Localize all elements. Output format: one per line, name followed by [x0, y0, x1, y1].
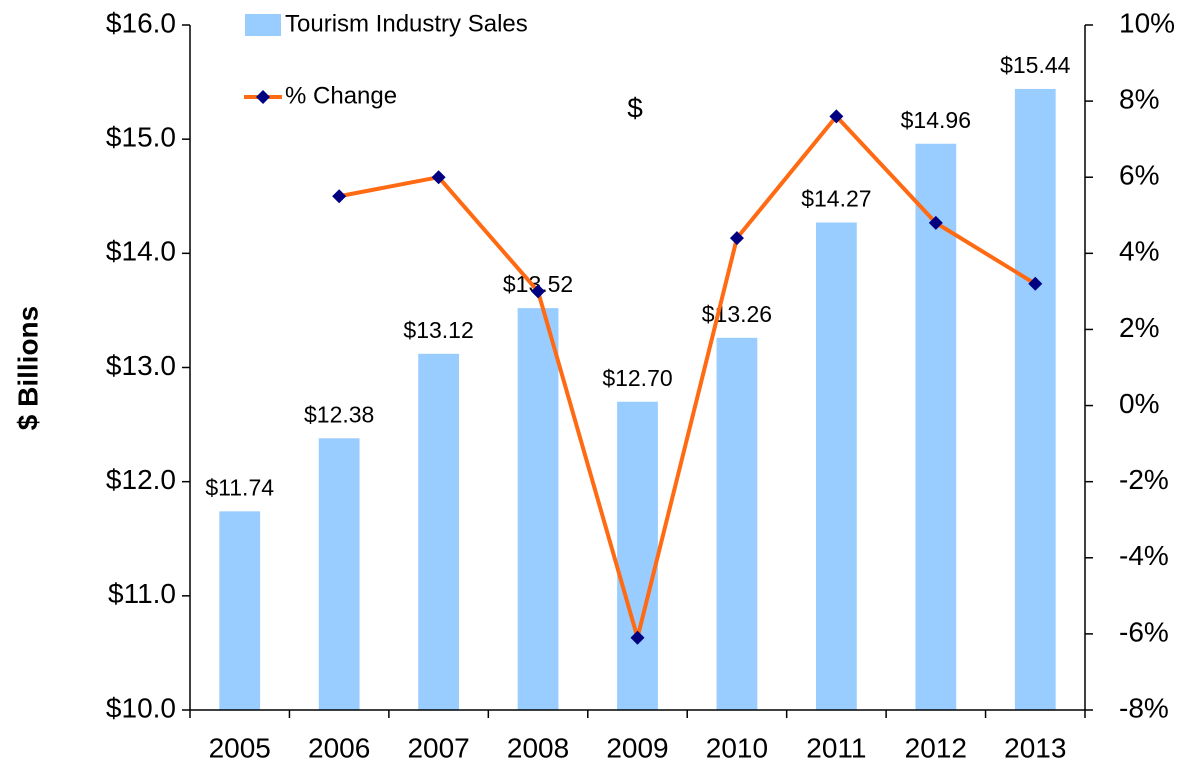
legend-label: Tourism Industry Sales	[285, 10, 528, 37]
marker	[829, 109, 844, 124]
x-tick-label: 2010	[706, 732, 768, 763]
value-label: $14.96	[901, 107, 971, 133]
y2-tick-label: 2%	[1119, 312, 1159, 343]
legend-marker	[256, 90, 270, 104]
value-label: $13.26	[702, 301, 772, 327]
bar	[617, 401, 658, 710]
marker	[431, 170, 446, 185]
marker	[630, 630, 645, 645]
legend-label: % Change	[285, 82, 397, 109]
x-tick-label: 2008	[507, 732, 569, 763]
value-label: $11.74	[205, 474, 274, 500]
y2-tick-label: -2%	[1119, 464, 1169, 495]
value-label: $13.12	[403, 317, 473, 343]
value-label: $14.27	[801, 186, 871, 212]
bar	[219, 511, 261, 710]
y-tick-label: $14.0	[106, 236, 176, 267]
x-tick-label: 2006	[308, 732, 370, 763]
y-tick-label: $15.0	[106, 122, 176, 153]
line	[338, 114, 1037, 640]
y2-tick-label: -8%	[1119, 692, 1169, 723]
bar	[517, 308, 559, 710]
y2-tick-label: 10%	[1119, 7, 1175, 38]
bar	[915, 143, 957, 710]
x-tick-label: 2013	[1004, 732, 1066, 763]
y-tick-label: $12.0	[106, 464, 176, 495]
annotation: $	[627, 92, 643, 123]
y-tick-label: $11.0	[108, 578, 176, 609]
y2-tick-label: 4%	[1119, 236, 1159, 267]
y-tick-label: $10.0	[106, 692, 176, 723]
x-tick-label: 2007	[407, 732, 469, 763]
x-tick-label: 2011	[806, 732, 866, 763]
y2-tick-label: -6%	[1119, 616, 1169, 647]
marker	[531, 284, 546, 299]
bar	[1014, 88, 1056, 710]
marker	[729, 231, 744, 246]
bar	[318, 438, 360, 710]
y-tick-label: $16.0	[106, 7, 176, 38]
x-tick-label: 2005	[209, 732, 271, 763]
value-label: $12.70	[602, 365, 672, 391]
y-tick-label: $13.0	[106, 350, 176, 381]
legend-swatch	[245, 14, 281, 36]
bar	[716, 337, 758, 710]
bar	[418, 353, 459, 710]
x-tick-label: 2009	[606, 732, 668, 763]
y2-tick-label: 0%	[1119, 388, 1159, 419]
y2-tick-label: 8%	[1119, 84, 1159, 115]
value-label: $12.38	[304, 401, 374, 427]
y2-tick-label: 6%	[1119, 160, 1159, 191]
y2-tick-label: -4%	[1119, 540, 1169, 571]
marker	[332, 189, 347, 204]
marker	[928, 215, 943, 230]
x-tick-label: 2012	[905, 732, 967, 763]
marker	[1028, 276, 1043, 291]
y-axis-label: $ Billions	[12, 306, 43, 430]
value-label: $15.44	[1000, 52, 1071, 78]
bar	[816, 222, 857, 710]
